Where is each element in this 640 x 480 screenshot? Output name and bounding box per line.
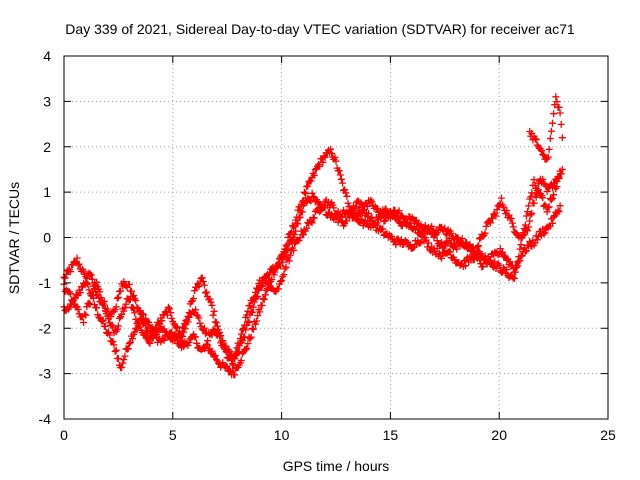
x-tick-label: 5 xyxy=(169,427,177,443)
x-tick-label: 25 xyxy=(600,427,616,443)
x-axis-label: GPS time / hours xyxy=(283,458,390,474)
y-tick-label: 0 xyxy=(43,230,51,246)
series-3-markers xyxy=(526,93,566,163)
y-tick-label: -4 xyxy=(39,411,52,427)
y-tick-label: -1 xyxy=(39,275,52,291)
y-axis-label: SDTVAR / TECUs xyxy=(6,182,22,294)
y-tick-label: 4 xyxy=(43,48,51,64)
y-tick-label: 3 xyxy=(43,93,51,109)
x-tick-label: 15 xyxy=(383,427,399,443)
axis-ticks: 0 5 10 15 20 25 -4 -3 -2 -1 0 1 2 3 4 xyxy=(39,48,616,443)
grid-lines xyxy=(64,56,608,419)
data-points xyxy=(60,93,566,379)
x-tick-label: 10 xyxy=(274,427,290,443)
y-tick-label: 1 xyxy=(43,184,51,200)
x-tick-label: 20 xyxy=(491,427,507,443)
series-3 xyxy=(526,93,566,163)
y-tick-label: -3 xyxy=(39,366,52,382)
y-tick-label: 2 xyxy=(43,139,51,155)
chart-title: Day 339 of 2021, Sidereal Day-to-day VTE… xyxy=(65,21,575,37)
y-tick-label: -2 xyxy=(39,320,52,336)
x-tick-label: 0 xyxy=(60,427,68,443)
